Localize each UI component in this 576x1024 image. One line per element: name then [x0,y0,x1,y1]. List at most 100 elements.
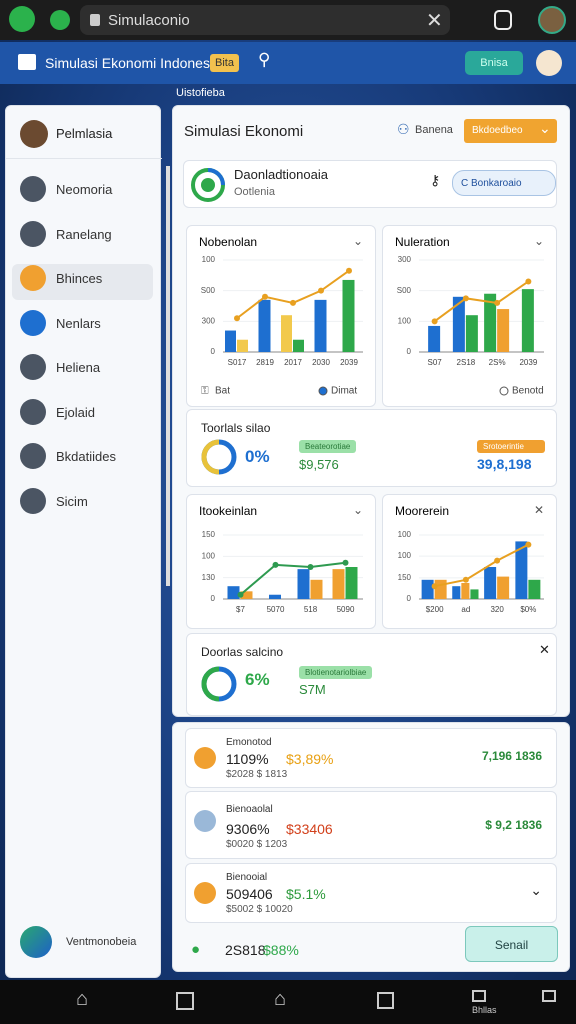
bar [461,583,470,599]
bar [297,569,310,599]
x-tick-label: 518 [304,605,318,614]
nav-home[interactable]: ⌂ [274,988,287,1010]
nav-icon[interactable] [20,443,46,469]
y-tick-label: S00 [201,286,216,295]
line-point [494,299,501,306]
chart-title: Nuleration [395,235,450,249]
nav-icon[interactable] [20,220,46,247]
nav-icon[interactable] [20,354,46,380]
search-icon[interactable]: ⚲ [258,50,271,69]
x-tick-label: 5070 [267,605,285,614]
nav-icon[interactable] [20,487,46,514]
subtitle: Uistofieba [176,87,225,99]
y-tick-label: 150 [202,530,216,539]
line [434,280,529,323]
close-tab[interactable]: ✕ [426,10,443,32]
bottom-accent: $88% [263,942,299,958]
summary-pill[interactable]: C Bonkaroaio [452,170,556,196]
bar [310,579,323,599]
tabs-icon[interactable] [494,10,512,30]
sidebar-footer[interactable]: Ventmonobeia [66,936,137,948]
badge: Bita [210,54,239,72]
donut-segment [201,666,220,702]
nav-icon[interactable] [20,398,46,425]
donut [201,439,237,475]
row-label: Bienoaolal [226,804,273,815]
nav-item[interactable]: Nenlars [56,315,101,331]
footer-right[interactable]: Benotd [512,386,544,397]
nav-item[interactable]: Heliena [56,360,101,375]
footer-right[interactable]: Dimat [331,386,357,397]
chart: Nuleration ⌄ 0 100 S00 300 S07 2S18 2S% 2039 Benot… [395,234,544,397]
row-main: 9306% [226,821,270,837]
line-point [494,557,501,564]
line-point [525,278,532,285]
nav-item[interactable]: Ranelang [56,226,112,242]
nav-item[interactable]: Bkdatiides [56,449,116,464]
nav-icon[interactable] [20,265,46,291]
summary-icon [191,168,225,202]
nav-menu[interactable] [176,992,194,1010]
header-button[interactable]: Bnisa [465,51,523,75]
nav-icon[interactable] [542,990,556,1002]
user-name[interactable]: Banena [415,124,453,136]
chart-menu[interactable]: ⌄ [534,234,544,248]
avatar[interactable] [538,6,566,34]
main-title: Simulasi Ekonomi [184,123,304,140]
bar [342,279,355,352]
nav-item[interactable]: Sicim [56,493,88,509]
bottom-button[interactable]: Senail [465,926,558,962]
nav-icon[interactable] [472,990,486,1002]
chart-menu[interactable]: ⌄ [353,503,363,517]
list-row: Bienooial 509406 $5.1% $5002 $ 10020 ⌄ [185,863,557,923]
chart-card: Nobenolan ⌄ 0 300 S00 100 S017 2819 2017 2030 2039… [186,225,376,407]
y-tick-label: 300 [398,255,412,264]
bar [497,309,510,352]
chart-card: Itookeinlan ⌄ 0 130 100 150 $7 5070 518 5090 [186,494,376,629]
x-tick-label: 2819 [256,358,274,367]
url-field[interactable]: Simulaconio ✕ [80,5,450,35]
browser-bar: Simulaconio ✕ [0,0,576,40]
x-tick-label: $200 [426,605,444,614]
dropdown[interactable]: Bkdoedbeo [464,119,557,143]
footer-icon[interactable] [20,926,52,958]
stat-title: Doorlas salcino [201,645,284,659]
bar [269,594,281,599]
header-avatar[interactable] [536,50,562,76]
y-tick-label: 0 [211,347,216,356]
line-point [431,318,438,325]
line-point [462,576,469,583]
chart-menu[interactable]: ⌄ [353,234,363,248]
x-tick-label: 320 [490,605,504,614]
nav-label[interactable]: Bhllas [472,1005,497,1015]
x-tick-label: 2017 [284,358,302,367]
app-icon[interactable] [50,10,70,30]
line-point [262,293,268,300]
dropdown-chevron: ⌄ [539,120,551,136]
chart-menu[interactable]: ✕ [534,503,544,517]
nav-icon[interactable] [20,309,46,336]
x-tick-label: S07 [428,358,443,367]
y-tick-label: S00 [397,286,412,295]
nav-icon[interactable] [20,176,46,202]
y-tick-label: 100 [398,551,412,560]
stat-card: Doorlas salcino 6% Blotienotariolbiae S7M ✕ [186,633,557,716]
nav-recent[interactable] [377,992,394,1009]
nav-item[interactable]: Bhinces [56,271,103,286]
nav-back[interactable]: ⌂ [76,988,89,1010]
row-main: 509406 [226,886,273,902]
row-label: Emonotod [226,737,272,748]
nav-item[interactable]: Neomoria [56,182,113,197]
close[interactable]: ✕ [539,642,550,657]
row-accent: $3,89% [286,751,334,767]
bar [484,293,497,352]
nav-item[interactable]: Ejolaid [56,404,96,420]
y-tick-label: 130 [202,573,216,582]
stat-tag: Blotienotariolbiae [299,666,373,679]
y-tick-label: 100 [202,551,216,560]
footer-dot [318,386,328,396]
y-tick-label: 100 [398,316,412,325]
play-icon[interactable] [9,6,35,32]
stat-card: Toorlals silao 0% Beateorotiae $9,576 Srotoe… [186,409,557,487]
row-chevron[interactable]: ⌄ [530,882,542,898]
